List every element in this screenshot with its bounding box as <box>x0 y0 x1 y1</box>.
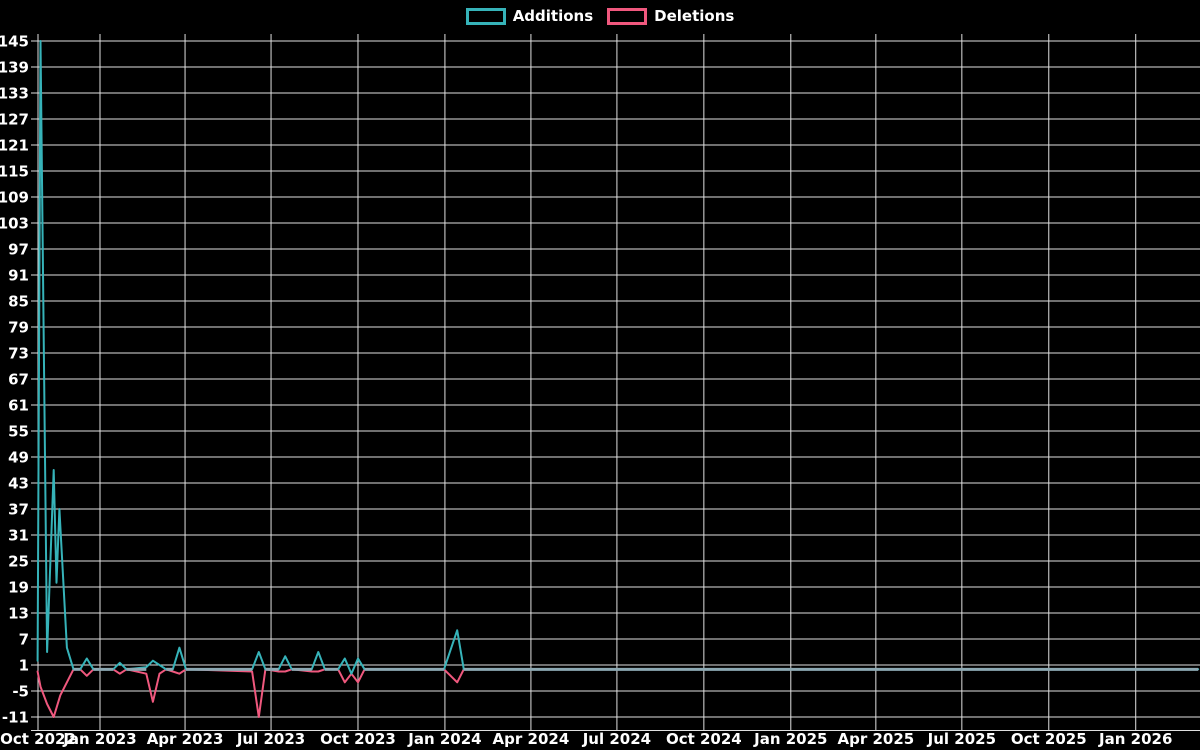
y-tick-label: -5 <box>12 682 29 700</box>
x-tick-label: Apr 2025 <box>837 730 914 748</box>
x-tick-label: Jan 2023 <box>62 730 136 748</box>
x-tick-label: Oct 2024 <box>666 730 742 748</box>
y-tick-label: -11 <box>2 708 29 726</box>
additions-line-series <box>36 40 1200 675</box>
y-tick-label: 79 <box>8 318 29 336</box>
y-tick-label: 145 <box>0 32 29 50</box>
legend-item-deletions[interactable]: Deletions <box>607 8 734 25</box>
x-tick-label: Jan 2026 <box>1098 730 1172 748</box>
x-tick-label: Oct 2023 <box>320 730 396 748</box>
x-tick-label: Oct 2025 <box>1011 730 1087 748</box>
y-tick-label: 91 <box>8 266 29 284</box>
deletions-legend-swatch <box>607 8 648 25</box>
y-tick-label: 31 <box>8 526 29 544</box>
chart-legend: Additions Deletions <box>0 8 1200 25</box>
x-tick-label: Jul 2024 <box>582 730 651 748</box>
y-tick-label: 49 <box>8 448 29 466</box>
x-tick-label: Jul 2025 <box>927 730 996 748</box>
x-tick-label: Oct 2022 <box>0 730 76 748</box>
y-tick-label: 25 <box>8 552 29 570</box>
y-tick-label: 7 <box>19 630 29 648</box>
y-tick-label: 139 <box>0 58 29 76</box>
y-tick-label: 121 <box>0 136 29 154</box>
additions-legend-label: Additions <box>512 7 594 25</box>
additions-legend-swatch <box>465 8 506 25</box>
y-tick-label: 19 <box>8 578 29 596</box>
y-tick-label: 109 <box>0 188 29 206</box>
y-tick-label: 37 <box>8 500 29 518</box>
y-tick-label: 115 <box>0 162 29 180</box>
y-tick-label: 67 <box>8 370 29 388</box>
x-tick-label: Jan 2024 <box>407 730 481 748</box>
x-tick-label: Apr 2024 <box>493 730 570 748</box>
y-tick-label: 13 <box>8 604 29 622</box>
y-tick-label: 61 <box>8 396 29 414</box>
y-tick-label: 133 <box>0 84 29 102</box>
x-tick-label: Jul 2023 <box>236 730 305 748</box>
y-tick-label: 103 <box>0 214 29 232</box>
x-tick-label: Jan 2025 <box>753 730 827 748</box>
y-tick-label: 85 <box>8 292 29 310</box>
legend-item-additions[interactable]: Additions <box>465 7 594 25</box>
y-tick-label: 1 <box>19 656 29 674</box>
y-tick-label: 127 <box>0 110 29 128</box>
y-tick-label: 97 <box>8 240 29 258</box>
y-tick-label: 43 <box>8 474 29 492</box>
x-tick-label: Apr 2023 <box>147 730 224 748</box>
y-tick-label: 73 <box>8 344 29 362</box>
deletions-line-series <box>36 668 1200 718</box>
y-tick-label: 55 <box>8 422 29 440</box>
deletions-legend-label: Deletions <box>654 7 735 25</box>
